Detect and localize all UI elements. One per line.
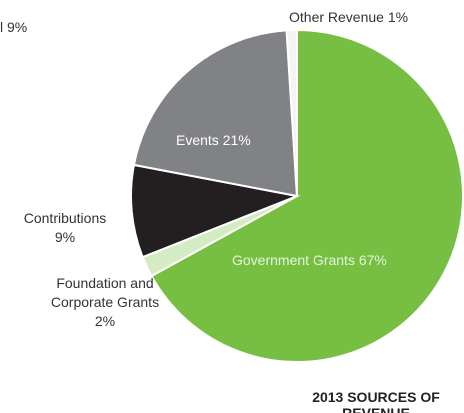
slice-label: Other Revenue 1%: [289, 8, 408, 27]
pie-slice: [285, 28, 298, 197]
slice-label: Contributions 9%: [10, 209, 120, 247]
category: Events: [176, 132, 219, 148]
category: Contributions: [23, 210, 107, 226]
slice-label: Events 21%: [176, 131, 251, 150]
chart-title: 2013 SOURCES OF REVENUE: [312, 389, 440, 413]
value-label: 21%: [222, 132, 251, 148]
value-label: 9%: [54, 229, 76, 245]
category: Government Grants: [232, 252, 355, 268]
value-label: 67%: [358, 252, 387, 268]
value-label: 1%: [387, 9, 409, 25]
pie-slice: [132, 29, 299, 198]
annotation: l 9%: [0, 19, 28, 35]
pie-slice: [130, 163, 301, 259]
value-label: 2%: [94, 313, 116, 329]
category: Other Revenue: [289, 9, 384, 25]
slice-label: Foundation and Corporate Grants 2%: [50, 274, 160, 331]
pie-slice: [150, 28, 464, 363]
slice-label: Government Grants 67%: [232, 251, 387, 270]
category: Foundation and Corporate Grants: [50, 275, 160, 310]
